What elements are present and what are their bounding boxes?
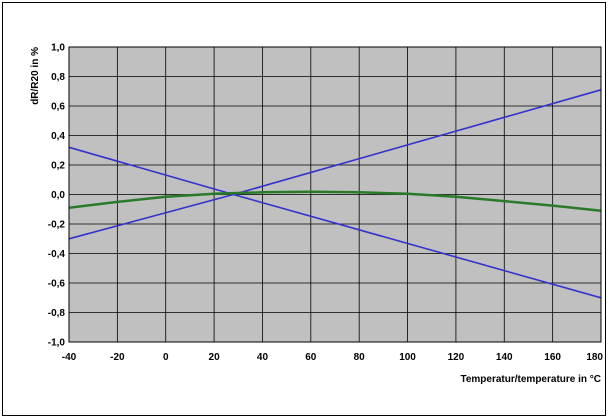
x-tick-label: 20 [209, 352, 221, 363]
y-tick-label: -0,8 [48, 308, 66, 319]
x-axis-label: Temperatur/temperature in °C [460, 374, 601, 385]
x-tick-labels: -40 -20 0 20 40 60 80 100 120 140 160 180 [62, 352, 604, 363]
y-axis-label: dR/R20 in % [30, 47, 41, 105]
y-tick-label: 1,0 [51, 43, 65, 54]
series-line-3 [68, 190, 602, 212]
series-line-2 [68, 146, 602, 299]
x-tick-label: 60 [305, 352, 317, 363]
x-tick-label: 0 [163, 352, 169, 363]
x-tick-label: 120 [448, 352, 465, 363]
y-tick-label: -0,6 [48, 279, 66, 290]
plot-border [68, 46, 602, 343]
x-tick-label: 180 [586, 352, 603, 363]
y-tick-label: -0,2 [48, 220, 66, 231]
y-tick-label: 0,0 [51, 190, 65, 201]
y-tick-label: 0,6 [51, 102, 65, 113]
y-tick-label: 0,8 [51, 72, 65, 83]
x-tick-label: 100 [399, 352, 416, 363]
x-tick-label: 80 [354, 352, 366, 363]
y-tick-label: 0,2 [51, 161, 65, 172]
chart-canvas: -40 -20 0 20 40 60 80 100 120 140 160 180 1,0 0,8 0,6… [30, 43, 604, 386]
chart-frame: -40 -20 0 20 40 60 80 100 120 140 160 180 1,0 0,8 0,6… [2, 2, 606, 416]
y-tick-label: -1,0 [48, 338, 66, 349]
x-tick-label: 140 [496, 352, 513, 363]
x-tick-label: 160 [544, 352, 561, 363]
series-layer [68, 89, 602, 299]
gridlines [68, 46, 602, 343]
y-tick-label: 0,4 [51, 131, 65, 142]
x-tick-label: -20 [110, 352, 125, 363]
x-tick-label: 40 [257, 352, 269, 363]
y-tick-labels: 1,0 0,8 0,6 0,4 0,2 0,0 -0,2 -0,4 -0,6 -0,8 -1,0 [48, 43, 66, 349]
x-tick-label: -40 [62, 352, 77, 363]
y-tick-label: -0,4 [48, 249, 66, 260]
